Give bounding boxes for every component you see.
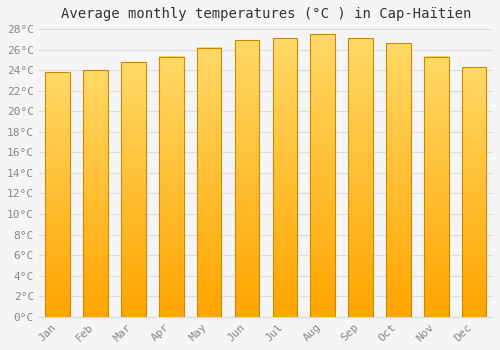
Bar	[462, 67, 486, 317]
Bar	[159, 57, 184, 317]
Bar	[272, 38, 297, 317]
Bar	[46, 72, 70, 317]
Bar	[424, 57, 448, 317]
Bar	[121, 62, 146, 317]
Bar	[386, 43, 410, 317]
Bar	[84, 70, 108, 317]
Bar	[234, 40, 260, 317]
Title: Average monthly temperatures (°C ) in Cap-Haïtien: Average monthly temperatures (°C ) in Ca…	[60, 7, 471, 21]
Bar	[348, 38, 373, 317]
Bar	[310, 34, 335, 317]
Bar	[197, 48, 222, 317]
